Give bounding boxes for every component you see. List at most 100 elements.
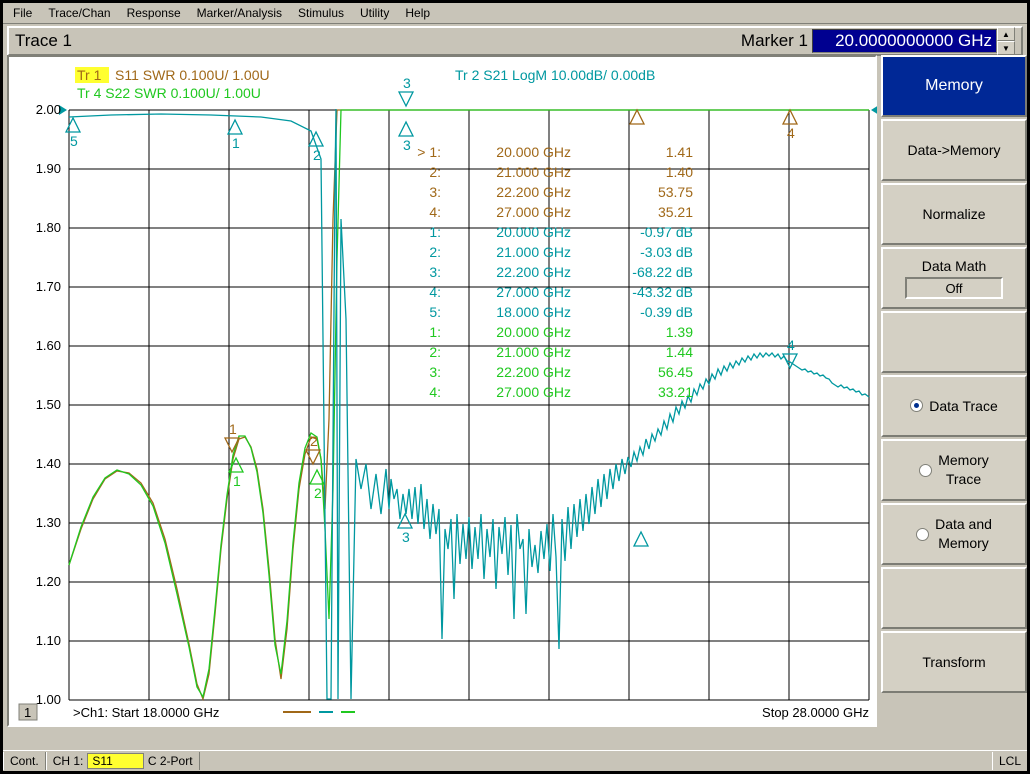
data-to-memory-button[interactable]: Data->Memory (881, 119, 1027, 181)
svg-text:1.00: 1.00 (36, 692, 61, 707)
data-and-memory-radio[interactable]: Data and Memory (881, 503, 1027, 565)
memory-button[interactable]: Memory (881, 55, 1027, 117)
status-bar: Cont. CH 1: S11 C 2-Port LCL (3, 750, 1027, 771)
svg-text:-43.32 dB: -43.32 dB (632, 284, 693, 300)
svg-text:2:: 2: (429, 164, 441, 180)
plot-area[interactable]: 2.001.901.801.701.601.501.401.301.201.10… (7, 55, 877, 727)
svg-text:2: 2 (313, 147, 321, 163)
data-trace-label: Data Trace (929, 397, 997, 416)
svg-text:1: 1 (233, 473, 241, 489)
marker-value-input[interactable]: 20.0000000000 GHz (812, 29, 997, 53)
svg-text:20.000 GHz: 20.000 GHz (496, 144, 571, 160)
trace-header: Trace 1 Marker 1 20.0000000000 GHz ▲ ▼ (7, 26, 1023, 56)
softkey-panel: Memory Data->Memory Normalize Data Math … (881, 55, 1027, 749)
transform-button[interactable]: Transform (881, 631, 1027, 693)
svg-text:21.000 GHz: 21.000 GHz (496, 244, 571, 260)
svg-text:Tr 2 S21 LogM 10.00dB/ 0.0: Tr 2 S21 LogM 10.00dB/ 0.00dB (455, 67, 655, 83)
svg-text:4:: 4: (429, 204, 441, 220)
memory-trace-radio[interactable]: Memory Trace (881, 439, 1027, 501)
spin-up-icon[interactable]: ▲ (997, 27, 1015, 41)
svg-text:3:: 3: (429, 264, 441, 280)
svg-text:27.000 GHz: 27.000 GHz (496, 384, 571, 400)
svg-text:1.20: 1.20 (36, 574, 61, 589)
svg-text:18.000 GHz: 18.000 GHz (496, 304, 571, 320)
svg-text:1.41: 1.41 (666, 144, 693, 160)
empty-softkey-2 (881, 567, 1027, 629)
svg-text:1: 1 (232, 135, 240, 151)
svg-text:-68.22 dB: -68.22 dB (632, 264, 693, 280)
status-port: C 2-Port (148, 754, 193, 768)
svg-text:22.200 GHz: 22.200 GHz (496, 184, 571, 200)
svg-text:3: 3 (402, 529, 410, 545)
svg-text:56.45: 56.45 (658, 364, 693, 380)
svg-text:22.200 GHz: 22.200 GHz (496, 364, 571, 380)
svg-text:3: 3 (403, 137, 411, 153)
svg-text:-0.39 dB: -0.39 dB (640, 304, 693, 320)
marker-label: Marker 1 (741, 31, 808, 51)
svg-text:1:: 1: (429, 324, 441, 340)
svg-text:22.200 GHz: 22.200 GHz (496, 264, 571, 280)
svg-text:1.70: 1.70 (36, 279, 61, 294)
menu-tracechan[interactable]: Trace/Chan (40, 4, 118, 22)
menu-file[interactable]: File (5, 4, 40, 22)
svg-text:35.21: 35.21 (658, 204, 693, 220)
svg-text:33.21: 33.21 (658, 384, 693, 400)
svg-text:1.10: 1.10 (36, 633, 61, 648)
data-math-button[interactable]: Data Math Off (881, 247, 1027, 309)
data-math-value: Off (905, 277, 1003, 299)
data-trace-radio[interactable]: Data Trace (881, 375, 1027, 437)
svg-text:-3.03 dB: -3.03 dB (640, 244, 693, 260)
svg-text:1.30: 1.30 (36, 515, 61, 530)
normalize-button[interactable]: Normalize (881, 183, 1027, 245)
status-cont: Cont. (3, 752, 46, 770)
svg-text:> 1:: > 1: (417, 144, 441, 160)
trace-title: Trace 1 (15, 31, 72, 51)
svg-text:21.000 GHz: 21.000 GHz (496, 164, 571, 180)
radio-dot-icon (919, 464, 932, 477)
svg-text:Stop 28.0000 GHz: Stop 28.0000 GHz (762, 705, 869, 720)
svg-text:1:: 1: (429, 224, 441, 240)
svg-text:S11 SWR 0.100U/ 1.00U: S11 SWR 0.100U/ 1.00U (115, 67, 270, 83)
svg-text:2:: 2: (429, 344, 441, 360)
svg-text:2.00: 2.00 (36, 102, 61, 117)
status-ch: CH 1: (53, 754, 84, 768)
data-and-memory-label: Data and Memory (935, 515, 992, 553)
menu-utility[interactable]: Utility (352, 4, 397, 22)
svg-text:1.90: 1.90 (36, 161, 61, 176)
svg-text:1.40: 1.40 (36, 456, 61, 471)
svg-text:1.50: 1.50 (36, 397, 61, 412)
svg-text:3:: 3: (429, 364, 441, 380)
svg-text:27.000 GHz: 27.000 GHz (496, 204, 571, 220)
svg-text:21.000 GHz: 21.000 GHz (496, 344, 571, 360)
svg-text:1.40: 1.40 (666, 164, 693, 180)
spin-down-icon[interactable]: ▼ (997, 41, 1015, 55)
svg-text:1: 1 (24, 705, 31, 720)
radio-dot-icon (910, 399, 923, 412)
menu-marker[interactable]: Marker/Analysis (189, 4, 290, 22)
svg-text:3: 3 (403, 75, 411, 91)
svg-text:4: 4 (787, 125, 795, 141)
data-math-label: Data Math (922, 257, 987, 276)
svg-text:1.44: 1.44 (666, 344, 693, 360)
svg-text:>Ch1: Start 18.0000 GHz: >Ch1: Start 18.0000 GHz (73, 705, 219, 720)
svg-text:1.80: 1.80 (36, 220, 61, 235)
svg-text:2:: 2: (429, 244, 441, 260)
svg-text:4: 4 (787, 337, 795, 353)
svg-text:27.000 GHz: 27.000 GHz (496, 284, 571, 300)
status-s11[interactable]: S11 (87, 753, 143, 769)
menu-stimulus[interactable]: Stimulus (290, 4, 352, 22)
svg-text:-0.97 dB: -0.97 dB (640, 224, 693, 240)
svg-text:Tr 4 S22 SWR 0.100U/ 1.00U: Tr 4 S22 SWR 0.100U/ 1.00U (77, 85, 261, 101)
svg-text:5:: 5: (429, 304, 441, 320)
menu-help[interactable]: Help (397, 4, 438, 22)
memory-trace-label: Memory Trace (938, 451, 989, 489)
menubar: File Trace/Chan Response Marker/Analysis… (3, 3, 1027, 24)
svg-text:4:: 4: (429, 384, 441, 400)
empty-softkey-1 (881, 311, 1027, 373)
svg-text:4:: 4: (429, 284, 441, 300)
svg-text:1: 1 (229, 421, 237, 437)
svg-text:1.39: 1.39 (666, 324, 693, 340)
svg-text:53.75: 53.75 (658, 184, 693, 200)
marker-spinner[interactable]: ▲ ▼ (997, 27, 1015, 55)
menu-response[interactable]: Response (119, 4, 189, 22)
